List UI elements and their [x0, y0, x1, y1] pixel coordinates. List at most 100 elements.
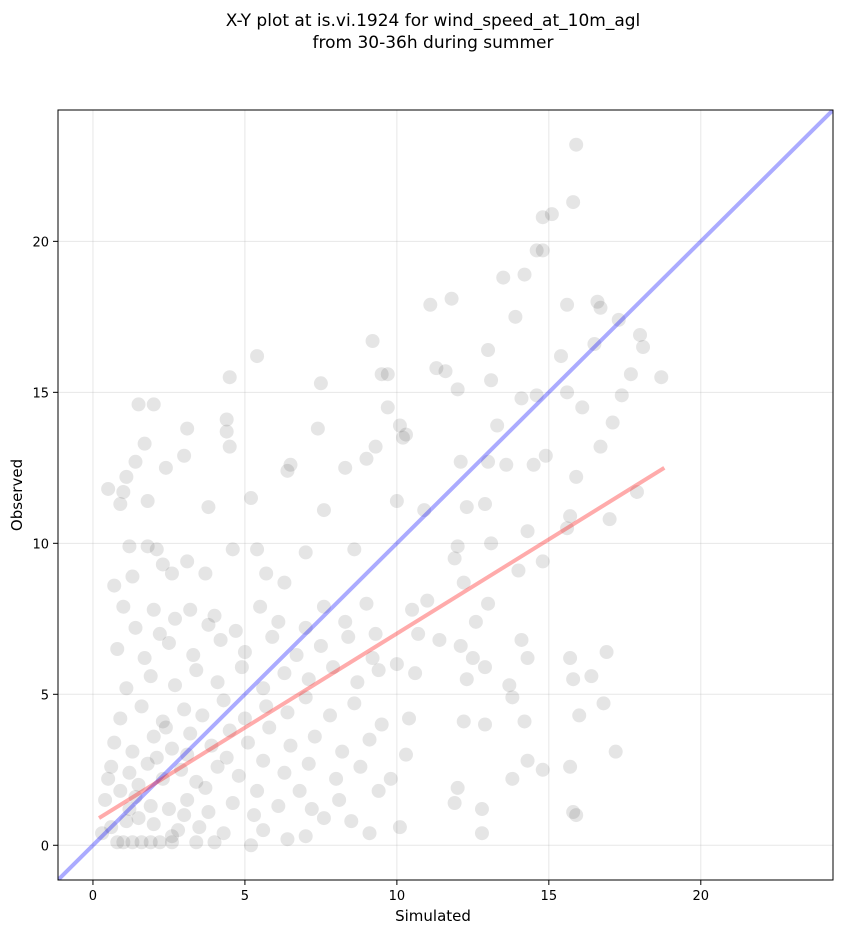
point: [131, 811, 146, 826]
point: [158, 460, 173, 475]
point: [259, 699, 274, 714]
point: [155, 714, 170, 729]
point: [313, 376, 328, 391]
point: [210, 759, 225, 774]
point: [566, 195, 581, 210]
point: [277, 575, 292, 590]
point: [502, 678, 517, 693]
point: [219, 750, 234, 765]
x-tick-label: 15: [541, 889, 558, 904]
point: [113, 497, 128, 512]
point: [146, 817, 161, 832]
point: [168, 678, 183, 693]
point: [301, 756, 316, 771]
point: [237, 645, 252, 660]
x-tick-label: 5: [241, 889, 249, 904]
point: [125, 569, 140, 584]
chart-title: X-Y plot at is.vi.1924 for wind_speed_at…: [226, 11, 641, 31]
point: [119, 814, 134, 829]
point: [304, 802, 319, 817]
point: [122, 802, 137, 817]
point: [535, 243, 550, 258]
point: [362, 826, 377, 841]
point: [563, 759, 578, 774]
point: [134, 699, 149, 714]
point: [177, 702, 192, 717]
point: [420, 593, 435, 608]
point: [605, 415, 620, 430]
point: [590, 294, 605, 309]
point: [563, 509, 578, 524]
point: [210, 675, 225, 690]
point: [222, 723, 237, 738]
point: [189, 835, 204, 850]
point: [243, 491, 258, 506]
point: [529, 243, 544, 258]
point: [398, 747, 413, 762]
point: [313, 638, 328, 653]
point: [155, 557, 170, 572]
y-tick-label: 15: [32, 386, 49, 401]
point: [347, 542, 362, 557]
point: [280, 705, 295, 720]
point: [593, 439, 608, 454]
point: [189, 663, 204, 678]
point: [389, 657, 404, 672]
point: [298, 620, 313, 635]
grid: [58, 110, 833, 880]
point: [654, 370, 669, 385]
point: [432, 632, 447, 647]
point: [168, 611, 183, 626]
point: [481, 596, 496, 611]
point: [164, 566, 179, 581]
point: [219, 424, 234, 439]
point: [474, 802, 489, 817]
point: [122, 539, 137, 554]
point: [444, 291, 459, 306]
point: [368, 626, 383, 641]
point: [450, 539, 465, 554]
point: [374, 367, 389, 382]
point: [560, 521, 575, 536]
point: [140, 494, 155, 509]
point: [131, 777, 146, 792]
point: [359, 451, 374, 466]
point: [447, 551, 462, 566]
point: [344, 814, 359, 829]
point: [380, 400, 395, 415]
point: [566, 805, 581, 820]
point: [310, 421, 325, 436]
point: [158, 720, 173, 735]
point: [371, 783, 386, 798]
point: [629, 484, 644, 499]
point: [128, 789, 143, 804]
point: [341, 629, 356, 644]
point: [575, 400, 590, 415]
point: [216, 826, 231, 841]
ticks: 0 5 10 15 20 0 5 10 15 20: [32, 235, 709, 904]
point: [149, 750, 164, 765]
point: [298, 690, 313, 705]
plot-area: [58, 110, 833, 880]
point: [207, 835, 222, 850]
point: [560, 297, 575, 312]
point: [560, 385, 575, 400]
point: [520, 753, 535, 768]
point: [174, 762, 189, 777]
point: [481, 454, 496, 469]
point: [569, 137, 584, 152]
point: [484, 373, 499, 388]
point: [98, 792, 113, 807]
point: [380, 367, 395, 382]
point: [280, 832, 295, 847]
point: [362, 732, 377, 747]
point: [216, 693, 231, 708]
point: [180, 421, 195, 436]
point: [186, 648, 201, 663]
point: [326, 660, 341, 675]
point: [146, 729, 161, 744]
point: [505, 771, 520, 786]
point: [398, 427, 413, 442]
point: [423, 297, 438, 312]
point: [207, 608, 222, 623]
